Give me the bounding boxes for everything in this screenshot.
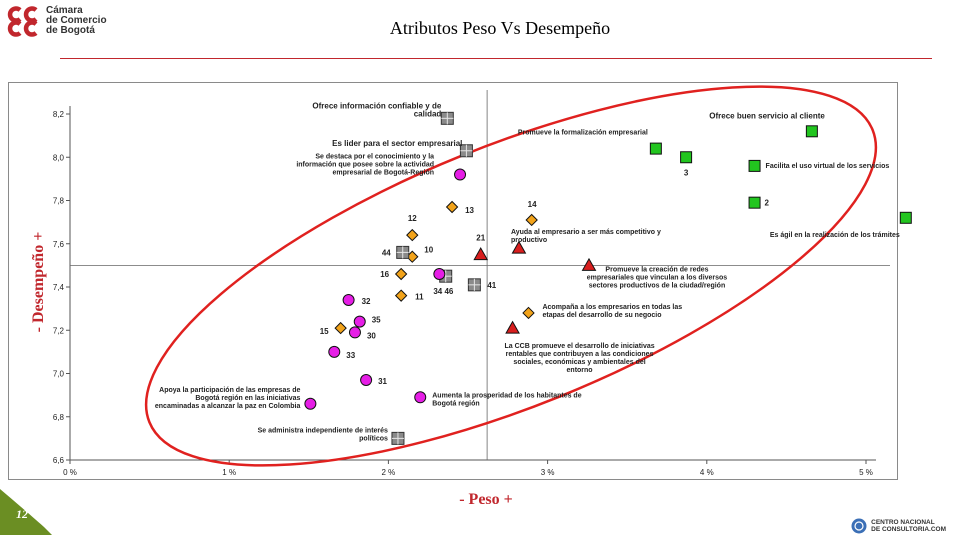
y-tick-label: 8,2 (53, 110, 65, 119)
x-tick-label: 5 % (859, 468, 873, 477)
y-tick-label: 7,2 (53, 326, 65, 335)
data-number-label: 32 (362, 297, 371, 306)
data-label: Acompaña a los empresarios en todas las e… (542, 304, 682, 319)
x-tick-label: 3 % (541, 468, 555, 477)
data-point-magenta (433, 268, 446, 281)
data-number-label: 35 (372, 316, 381, 325)
data-point-magenta (360, 373, 373, 386)
data-number-label: 30 (367, 331, 376, 340)
data-point-orange (334, 321, 347, 335)
data-point-magenta (414, 391, 427, 404)
data-number-label: 10 (424, 246, 433, 255)
data-number-label: 13 (465, 206, 474, 215)
ccb-logo-mark-icon (7, 6, 38, 37)
data-number-label: 41 (487, 281, 496, 290)
data-point-green (649, 142, 662, 155)
data-number-label: 14 (528, 200, 537, 209)
y-tick-label: 6,6 (53, 456, 65, 465)
page-number: 12 (16, 507, 28, 521)
logo-line-3: de Bogotá (46, 25, 95, 36)
data-number-label: 44 (382, 248, 391, 257)
page-badge (0, 489, 60, 540)
cnc-brand-text: CENTRO NACIONAL DE CONSULTORIA.COM (871, 519, 946, 533)
y-tick-label: 8,0 (53, 153, 65, 162)
data-number-label: 31 (378, 377, 387, 386)
data-label: Es lider para el sector empresarial (332, 139, 462, 148)
y-tick-label: 7,4 (53, 283, 65, 292)
y-tick-label: 7,8 (53, 197, 65, 206)
ccb-logo: Cámara de Comercio de Bogotá (6, 4, 107, 38)
data-point-magenta (353, 315, 366, 328)
data-label: Facilita el uso virtual de los servicios (766, 163, 890, 170)
data-number-label: 2 (765, 199, 770, 208)
cnc-seal-icon (851, 518, 867, 534)
data-point-orange (522, 306, 535, 320)
data-label: Es ágil en la realización de los trámite… (770, 232, 900, 239)
data-point-magenta (304, 397, 317, 410)
x-axis-title: - Peso + (459, 491, 513, 508)
y-tick-label: 7,6 (53, 240, 65, 249)
ccb-logo-text: Cámara de Comercio de Bogotá (46, 6, 107, 36)
data-number-label: 11 (415, 293, 424, 302)
data-label: Aumenta la prosperidad de los habitantes… (432, 392, 581, 407)
data-number-label: 16 (380, 270, 389, 279)
data-point-orange (394, 267, 408, 281)
data-label: Apoya la participación de las empresas d… (155, 387, 301, 410)
data-point-magenta (348, 326, 361, 339)
data-label: Se destaca por el conocimiento y la infor… (296, 154, 434, 177)
data-label: Ayuda al empresario a ser más competitiv… (511, 229, 661, 244)
data-point-orange (445, 200, 459, 214)
data-point-red (511, 240, 527, 254)
data-number-label: 33 (346, 351, 355, 360)
data-point-orange (394, 289, 408, 302)
data-point-magenta (454, 168, 467, 181)
y-tick-label: 7,0 (53, 370, 65, 379)
data-label: Se administra independiente de interés po… (258, 427, 388, 442)
page-badge-shape-icon (0, 489, 52, 535)
x-tick-label: 2 % (382, 468, 396, 477)
x-tick-label: 1 % (222, 468, 236, 477)
data-point-orange (406, 228, 419, 242)
data-point-green (899, 211, 912, 224)
page-title: Atributos Peso Vs Desempeño (389, 18, 611, 38)
data-number-label: 34 46 (433, 287, 454, 296)
data-point-magenta (342, 293, 355, 306)
data-number-label: 12 (408, 214, 417, 223)
cnc-brand: CENTRO NACIONAL DE CONSULTORIA.COM (851, 518, 946, 534)
data-point-orange (525, 213, 538, 227)
logo-line-2: de Comercio (46, 15, 107, 26)
x-tick-label: 4 % (700, 468, 714, 477)
data-point-red (581, 257, 597, 271)
data-point-red (505, 320, 520, 334)
x-tick-label: 0 % (63, 468, 77, 477)
data-number-label: 15 (320, 327, 329, 336)
y-tick-label: 6,8 (53, 413, 65, 422)
cnc-line-2: DE CONSULTORIA.COM (871, 526, 946, 533)
title-divider (60, 58, 932, 59)
data-point-green (748, 196, 761, 209)
data-label: Promueve la formalización empresarial (518, 130, 648, 137)
data-point-red (473, 247, 489, 261)
data-label: La CCB promueve el desarrollo de iniciat… (504, 343, 654, 374)
data-number-label: 21 (476, 234, 485, 243)
data-label: Ofrece buen servicio al cliente (709, 111, 825, 120)
data-number-label: 3 (684, 168, 689, 177)
logo-line-1: Cámara (46, 5, 83, 16)
data-point-green (680, 151, 693, 164)
y-axis-title: - Desempeño + (30, 232, 47, 333)
data-label: Ofrece información confiable y de calidad (312, 101, 441, 118)
data-point-green (748, 159, 761, 172)
data-point-magenta (328, 345, 341, 358)
chart-frame (8, 82, 898, 480)
cnc-line-1: CENTRO NACIONAL (871, 519, 935, 526)
data-label: Promueve la creación de redes empresarial… (587, 266, 728, 289)
data-point-green (805, 125, 818, 138)
